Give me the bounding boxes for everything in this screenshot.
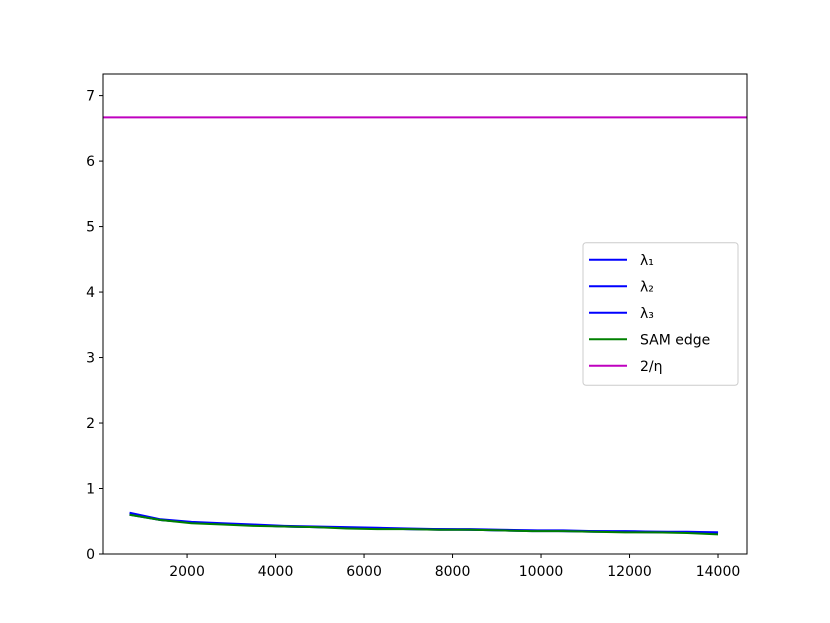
series-line	[129, 513, 719, 536]
x-tick-label: 12000	[607, 564, 652, 580]
x-tick-label: 2000	[169, 564, 205, 580]
y-tick-label: 7	[86, 89, 95, 105]
y-tick-label: 6	[86, 154, 95, 170]
y-tick-label: 5	[86, 220, 95, 236]
y-tick-label: 3	[86, 351, 95, 367]
y-tick-label: 0	[86, 547, 95, 563]
x-tick-label: 6000	[346, 564, 382, 580]
legend-label: 2/η	[640, 359, 663, 375]
y-tick-label: 2	[86, 416, 95, 432]
legend-label: SAM edge	[640, 332, 710, 348]
legend-label: λ₂	[640, 279, 654, 295]
legend-label: λ₁	[640, 253, 654, 269]
legend-box	[582, 242, 739, 386]
x-tick-label: 8000	[435, 564, 471, 580]
y-tick-label: 1	[86, 482, 95, 498]
x-tick-label: 10000	[519, 564, 564, 580]
legend-label: λ₃	[640, 306, 654, 322]
x-tick-label: 4000	[258, 564, 294, 580]
y-tick-label: 4	[86, 285, 95, 301]
axes-frame	[102, 73, 748, 555]
x-tick-label: 14000	[696, 564, 741, 580]
